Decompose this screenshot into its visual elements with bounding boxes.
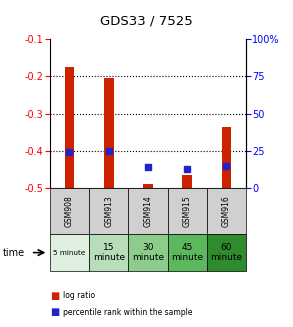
Text: 60
minute: 60 minute bbox=[210, 243, 243, 262]
Bar bbox=[104, 78, 114, 188]
Bar bbox=[207, 188, 246, 234]
Bar bbox=[89, 188, 128, 234]
Text: time: time bbox=[3, 248, 25, 258]
Bar bbox=[128, 234, 168, 271]
Bar bbox=[89, 234, 128, 271]
Text: log ratio: log ratio bbox=[63, 291, 95, 301]
Bar bbox=[207, 234, 246, 271]
Bar bbox=[50, 188, 89, 234]
Text: ■: ■ bbox=[50, 291, 59, 301]
Text: GSM908: GSM908 bbox=[65, 195, 74, 227]
Text: 5 minute: 5 minute bbox=[53, 250, 86, 256]
Text: ■: ■ bbox=[50, 307, 59, 317]
Bar bbox=[64, 67, 74, 188]
Bar bbox=[168, 234, 207, 271]
Text: GSM915: GSM915 bbox=[183, 195, 192, 227]
Text: GSM913: GSM913 bbox=[104, 195, 113, 227]
Text: GSM914: GSM914 bbox=[144, 195, 152, 227]
Bar bbox=[128, 188, 168, 234]
Text: percentile rank within the sample: percentile rank within the sample bbox=[63, 308, 193, 317]
Bar bbox=[222, 127, 231, 188]
Text: 15
minute: 15 minute bbox=[93, 243, 125, 262]
Text: GDS33 / 7525: GDS33 / 7525 bbox=[100, 15, 193, 28]
Text: 45
minute: 45 minute bbox=[171, 243, 203, 262]
Bar bbox=[182, 175, 192, 188]
Text: 30
minute: 30 minute bbox=[132, 243, 164, 262]
Bar bbox=[168, 188, 207, 234]
Bar bbox=[50, 234, 89, 271]
Bar bbox=[143, 184, 153, 188]
Text: GSM916: GSM916 bbox=[222, 195, 231, 227]
